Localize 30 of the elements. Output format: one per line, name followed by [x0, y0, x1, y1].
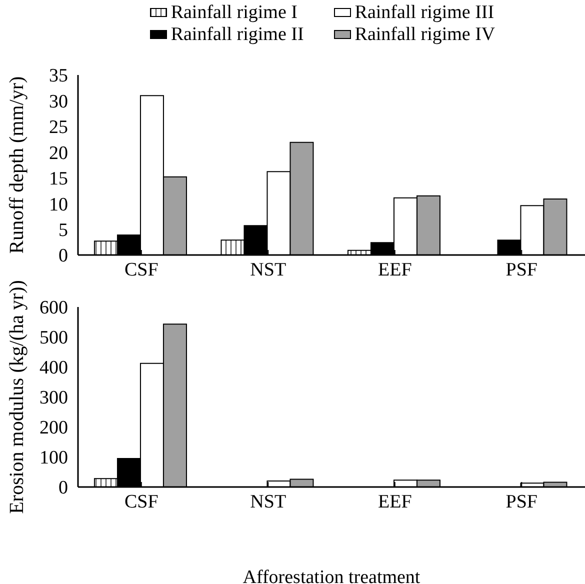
x-tick-label: NST	[250, 491, 286, 512]
x-tick-label: PSF	[506, 259, 538, 280]
x-tick-label: NST	[250, 259, 286, 280]
y-tick-label: 25	[49, 117, 68, 138]
legend-label: Rainfall rigime IV	[354, 24, 496, 46]
y-tick-label: 400	[40, 358, 68, 379]
y-tick-label: 0	[58, 246, 68, 267]
y-tick-label: 10	[49, 194, 68, 216]
x-tick-label: CSF	[124, 491, 158, 512]
y-tick-label: 300	[40, 388, 68, 409]
y-tick-label: 5	[58, 220, 68, 242]
x-tick-label: EEF	[378, 259, 412, 280]
y-axis-title: Runoff depth (mm/yr)	[6, 76, 28, 254]
y-tick-label: 100	[40, 448, 68, 469]
y-tick-label: 600	[40, 298, 68, 319]
x-tick-label: PSF	[506, 491, 538, 512]
y-tick-label: 20	[49, 142, 68, 164]
y-tick-label: 15	[49, 168, 68, 190]
x-tick-label: EEF	[378, 491, 412, 512]
legend-label: Rainfall rigime I	[170, 2, 298, 24]
y-tick-label: 30	[49, 91, 68, 112]
y-axis-title: Erosion modulus (kg/(ha yr))	[6, 280, 28, 514]
legend-label: Rainfall rigime III	[354, 2, 494, 24]
legend-label: Rainfall rigime II	[170, 24, 304, 46]
y-tick-label: 500	[40, 328, 68, 349]
x-axis-title: Afforestation treatment	[242, 567, 421, 584]
y-tick-label: 35	[49, 66, 68, 87]
y-tick-label: 200	[40, 418, 68, 439]
x-tick-label: CSF	[124, 259, 158, 280]
y-tick-label: 0	[58, 478, 68, 499]
